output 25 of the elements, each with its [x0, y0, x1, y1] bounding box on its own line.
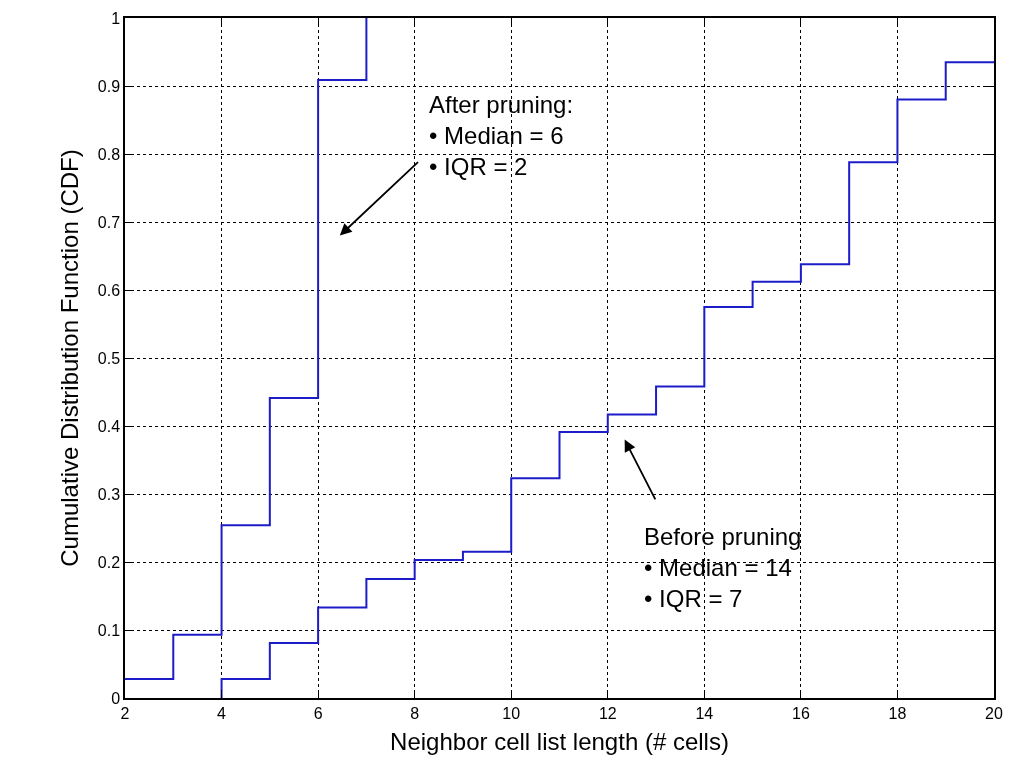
x-tick-label: 2: [120, 704, 130, 722]
annotation: After pruning: • Median = 6 • IQR = 2: [429, 91, 574, 181]
y-tick-label: 1: [111, 9, 121, 27]
x-tick-label: 4: [217, 704, 227, 722]
x-tick-label: 12: [598, 704, 617, 722]
x-axis-title: Neighbor cell list length (# cells): [390, 727, 729, 755]
y-tick-label: 0.5: [97, 349, 121, 367]
y-tick-label: 0.9: [97, 77, 121, 95]
x-tick-label: 16: [791, 704, 810, 722]
y-axis-title: Cumulative Distribution Function (CDF): [56, 149, 84, 567]
y-tick-label: 0.7: [97, 213, 121, 231]
y-tick-label: 0.1: [97, 621, 121, 639]
annotation: Before pruning • Median = 14 • IQR = 7: [644, 523, 802, 613]
x-tick-label: 20: [985, 704, 1003, 722]
x-tick-label: 14: [695, 704, 714, 722]
y-tick-label: 0.3: [97, 485, 121, 503]
y-tick-label: 0.4: [97, 417, 121, 435]
x-tick-label: 6: [313, 704, 323, 722]
x-tick-label: 8: [410, 704, 420, 722]
y-tick-label: 0: [111, 689, 121, 707]
x-tick-label: 10: [502, 704, 521, 722]
y-tick-label: 0.8: [97, 145, 121, 163]
y-tick-label: 0.2: [97, 553, 121, 571]
x-tick-label: 18: [888, 704, 907, 722]
y-tick-label: 0.6: [97, 281, 121, 299]
